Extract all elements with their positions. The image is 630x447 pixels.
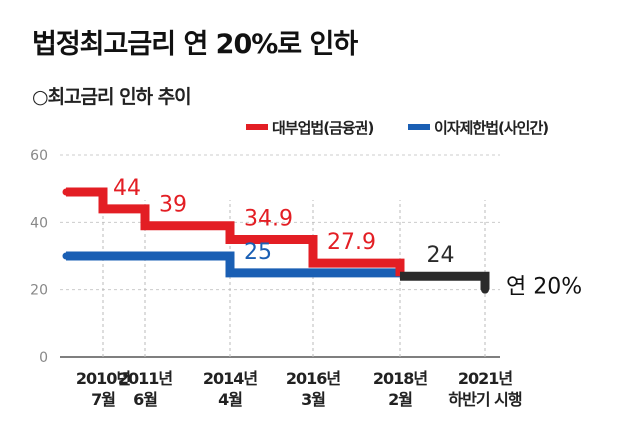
combined-end-dot xyxy=(481,285,489,294)
x-label-year: 2021년 xyxy=(458,369,513,388)
y-tick-label: 20 xyxy=(30,283,48,299)
x-label-year: 2010년 xyxy=(76,369,131,388)
series-start-dot-1 xyxy=(62,252,70,260)
legend-label-0: 대부업법(금융권) xyxy=(272,119,373,137)
combined-line xyxy=(400,271,490,290)
x-label-month: 7월 xyxy=(91,390,115,409)
series-line-0 xyxy=(66,187,405,277)
y-tick-label: 60 xyxy=(30,148,48,164)
x-label-month: 4월 xyxy=(218,390,242,409)
x-label-year: 2016년 xyxy=(286,369,341,388)
legend-label-1: 이자제한법(사인간) xyxy=(434,119,548,137)
chart-title: 법정최고금리 연 20%로 인하 xyxy=(32,29,358,60)
grid-layer: 0 20 40 60 xyxy=(30,148,500,366)
data-label: 27.9 xyxy=(327,230,376,255)
series-lines xyxy=(62,187,490,294)
data-label-combined: 24 xyxy=(427,243,455,268)
series-start-dot-0 xyxy=(62,188,70,196)
legend-swatch-0 xyxy=(246,124,268,130)
x-label-year: 2018년 xyxy=(373,369,428,388)
data-label: 34.9 xyxy=(244,207,293,232)
y-tick-label: 0 xyxy=(39,350,48,366)
legend: 대부업법(금융권) 이자제한법(사인간) xyxy=(246,119,549,137)
y-tick-label: 40 xyxy=(30,215,48,231)
data-label: 44 xyxy=(113,176,141,201)
chart-subtitle: ○최고금리 인하 추이 xyxy=(32,86,192,108)
legend-swatch-1 xyxy=(408,124,430,130)
x-label-month: 하반기 시행 xyxy=(448,390,521,409)
data-label: 39 xyxy=(159,193,187,218)
x-label-month: 6월 xyxy=(133,390,157,409)
x-label-year: 2014년 xyxy=(203,369,258,388)
x-label-month: 3월 xyxy=(301,390,325,409)
final-rate-label: 연 20% xyxy=(506,275,582,300)
data-label: 25 xyxy=(244,240,272,265)
x-label-month: 2월 xyxy=(388,390,412,409)
x-label-year: 2011년 xyxy=(118,369,173,388)
